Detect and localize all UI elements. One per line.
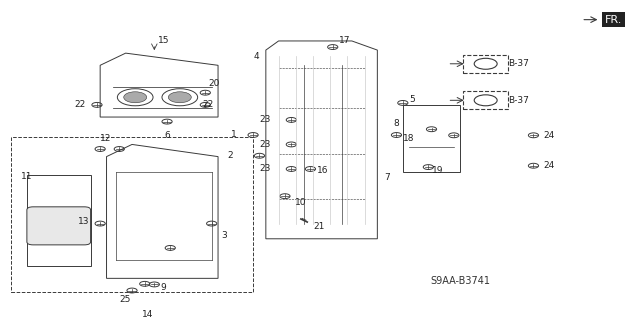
Text: 8: 8 [394, 119, 399, 128]
Text: 18: 18 [403, 134, 414, 143]
FancyBboxPatch shape [27, 207, 91, 245]
Text: 22: 22 [75, 100, 86, 109]
Text: 15: 15 [157, 36, 169, 45]
Text: 12: 12 [100, 134, 111, 143]
Text: 21: 21 [314, 222, 325, 231]
Text: 16: 16 [317, 166, 328, 175]
Text: FR.: FR. [604, 15, 622, 25]
Text: 24: 24 [543, 161, 554, 170]
Text: 10: 10 [294, 198, 306, 207]
Circle shape [124, 92, 147, 103]
Text: 9: 9 [161, 283, 166, 292]
Text: 19: 19 [431, 166, 443, 175]
Text: 2: 2 [228, 151, 233, 160]
Text: 6: 6 [164, 131, 170, 140]
Text: 20: 20 [209, 79, 220, 88]
Text: 24: 24 [543, 131, 554, 140]
Text: 7: 7 [384, 174, 390, 182]
Text: 17: 17 [339, 36, 351, 45]
Text: 5: 5 [409, 95, 415, 104]
Text: 11: 11 [20, 172, 32, 181]
Text: 23: 23 [259, 165, 271, 174]
Text: 14: 14 [141, 310, 153, 319]
Text: 4: 4 [253, 52, 259, 61]
Text: 25: 25 [119, 295, 131, 304]
Text: 22: 22 [202, 100, 213, 109]
Circle shape [168, 92, 191, 103]
Text: 1: 1 [231, 130, 237, 139]
Text: 13: 13 [78, 217, 90, 226]
Text: 23: 23 [259, 115, 271, 124]
Text: 23: 23 [259, 140, 271, 149]
Text: B-37: B-37 [508, 59, 529, 68]
Text: S9AA-B3741: S9AA-B3741 [430, 276, 490, 286]
Text: 3: 3 [221, 231, 227, 240]
Text: B-37: B-37 [508, 96, 529, 105]
